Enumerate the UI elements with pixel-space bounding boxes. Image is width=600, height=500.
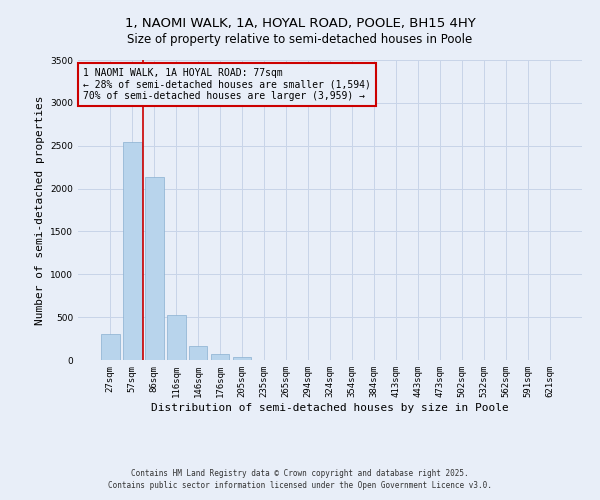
- Bar: [189, 346, 208, 360]
- Text: 1 NAOMI WALK, 1A HOYAL ROAD: 77sqm
← 28% of semi-detached houses are smaller (1,: 1 NAOMI WALK, 1A HOYAL ROAD: 77sqm ← 28%…: [83, 68, 371, 100]
- Text: Size of property relative to semi-detached houses in Poole: Size of property relative to semi-detach…: [127, 32, 473, 46]
- X-axis label: Distribution of semi-detached houses by size in Poole: Distribution of semi-detached houses by …: [151, 402, 509, 412]
- Bar: [167, 314, 185, 360]
- Bar: [123, 142, 142, 360]
- Bar: [211, 354, 229, 360]
- Bar: [145, 178, 164, 360]
- Text: Contains HM Land Registry data © Crown copyright and database right 2025.
Contai: Contains HM Land Registry data © Crown c…: [108, 468, 492, 490]
- Bar: [233, 358, 251, 360]
- Text: 1, NAOMI WALK, 1A, HOYAL ROAD, POOLE, BH15 4HY: 1, NAOMI WALK, 1A, HOYAL ROAD, POOLE, BH…: [125, 18, 475, 30]
- Y-axis label: Number of semi-detached properties: Number of semi-detached properties: [35, 95, 44, 325]
- Bar: [101, 334, 119, 360]
